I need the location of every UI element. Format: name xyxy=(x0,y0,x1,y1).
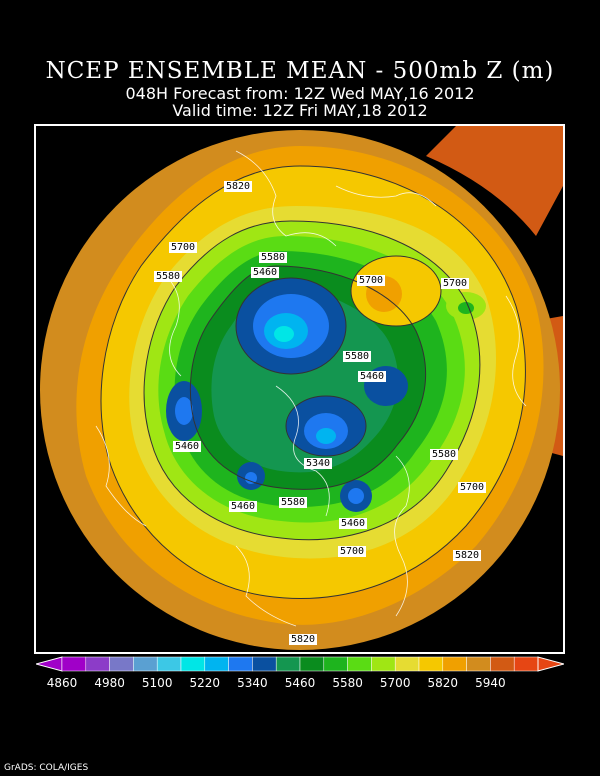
height-field-map xyxy=(36,126,563,652)
color-scale-swatch xyxy=(394,656,420,672)
color-scale-swatch xyxy=(228,656,253,672)
color-scale-swatch xyxy=(299,656,325,672)
grads-credit: GrADS: COLA/IGES xyxy=(4,763,89,773)
color-scale-swatch xyxy=(180,656,206,672)
color-scale-swatch xyxy=(156,656,182,672)
contour-label: 5700 xyxy=(441,278,470,289)
color-scale-swatch xyxy=(275,656,301,672)
color-scale-over-arrow xyxy=(537,656,564,672)
color-scale-swatch xyxy=(252,656,277,672)
color-scale-bar xyxy=(36,656,564,672)
color-scale-swatch xyxy=(371,656,396,672)
color-scale-tick-label: 5220 xyxy=(189,676,221,690)
color-scale-tick-label: 4860 xyxy=(46,676,78,690)
color-scale-swatch xyxy=(490,656,515,672)
contour-label: 5700 xyxy=(338,546,367,557)
color-scale-tick-label: 5460 xyxy=(284,676,316,690)
contour-label: 5700 xyxy=(357,275,386,286)
map-frame: 5820 5700 5580 5580 5460 5700 5700 5580 5460 5460… xyxy=(34,124,565,654)
contour-label: 5820 xyxy=(289,634,318,645)
color-scale-tick-label: 5820 xyxy=(427,676,459,690)
contour-label: 5700 xyxy=(169,242,198,253)
contour-label: 5580 xyxy=(430,449,459,460)
valid-time: Valid time: 12Z Fri MAY,18 2012 xyxy=(172,101,428,120)
contour-label: 5460 xyxy=(251,267,280,278)
contour-label: 5340 xyxy=(304,458,333,469)
color-scale-tick-label: 4980 xyxy=(94,676,125,690)
contour-label: 5460 xyxy=(173,441,202,452)
contour-label: 5460 xyxy=(229,501,258,512)
color-scale-swatch xyxy=(442,656,467,672)
color-scale-swatch xyxy=(109,656,134,672)
color-scale-swatch xyxy=(323,656,348,672)
color-scale-tick-label: 5700 xyxy=(379,676,411,690)
color-scale-tick-label: 5340 xyxy=(237,676,268,690)
contour-label: 5700 xyxy=(458,482,487,493)
color-scale-tick-label: 5940 xyxy=(475,676,506,690)
color-scale-swatch xyxy=(133,656,158,672)
contour-label: 5580 xyxy=(279,497,308,508)
color-scale-swatch xyxy=(418,656,444,672)
color-scale-under-arrow xyxy=(36,656,63,672)
contour-label: 5460 xyxy=(358,371,387,382)
color-scale-swatch xyxy=(466,656,491,672)
contour-label: 5580 xyxy=(154,271,183,282)
color-scale-swatch xyxy=(347,656,372,672)
contour-label: 5580 xyxy=(259,252,288,263)
contour-label: 5820 xyxy=(453,550,482,561)
forecast-time: 048H Forecast from: 12Z Wed MAY,16 2012 xyxy=(125,84,475,103)
map-title: NCEP ENSEMBLE MEAN - 500mb Z (m) xyxy=(45,58,555,84)
color-scale-tick-label: 5100 xyxy=(141,676,173,690)
color-scale-swatch xyxy=(513,656,539,672)
contour-label: 5460 xyxy=(339,518,368,529)
contour-label: 5820 xyxy=(224,181,253,192)
color-scale-tick-label: 5580 xyxy=(332,676,363,690)
contour-label: 5580 xyxy=(343,351,372,362)
color-scale-swatch xyxy=(85,656,110,672)
color-scale-swatch xyxy=(61,656,87,672)
color-scale-swatch xyxy=(204,656,229,672)
